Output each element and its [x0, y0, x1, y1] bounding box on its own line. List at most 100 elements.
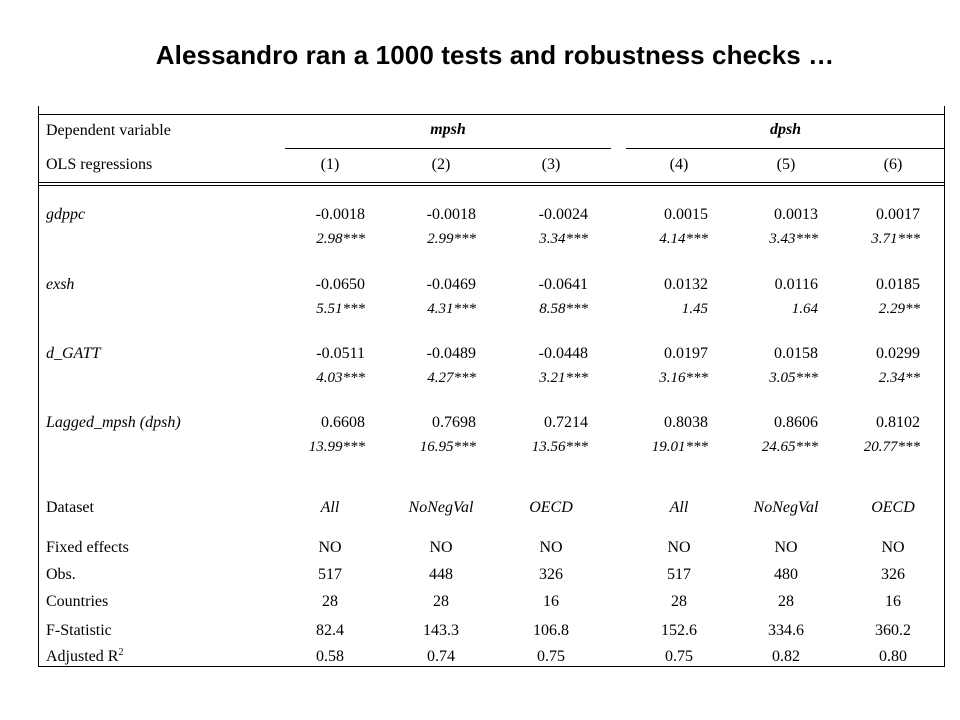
- stat-value: NO: [539, 539, 563, 556]
- coefficient-value: -0.0641: [538, 276, 588, 293]
- t-statistic-value: 4.27***: [427, 370, 476, 386]
- t-statistic-value: 13.99***: [308, 439, 365, 455]
- dataset-value: OECD: [871, 499, 915, 516]
- stat-value: 0.82: [772, 648, 800, 665]
- coefficient-value: -0.0469: [426, 276, 476, 293]
- stat-value: 448: [429, 566, 453, 583]
- column-header: (6): [883, 156, 903, 173]
- stat-label: Fixed effects: [46, 538, 129, 558]
- stat-value: 360.2: [875, 622, 911, 639]
- coefficient-value: 0.0132: [664, 276, 708, 293]
- column-header: (3): [541, 156, 561, 173]
- t-statistic-value: 24.65***: [761, 439, 818, 455]
- dataset-value: OECD: [529, 499, 573, 516]
- stat-value: 28: [433, 593, 449, 610]
- t-statistic-value: 4.31***: [427, 301, 476, 317]
- stat-value: 326: [881, 566, 905, 583]
- column-header: (1): [320, 156, 340, 173]
- slide-title: Alessandro ran a 1000 tests and robustne…: [155, 40, 835, 70]
- dataset-value: All: [320, 499, 340, 516]
- stat-value: 106.8: [533, 622, 569, 639]
- stat-label: Countries: [46, 592, 108, 612]
- stat-label: Adjusted R2: [46, 647, 123, 667]
- stat-value: NO: [774, 539, 798, 556]
- stat-label-superscript: 2: [118, 647, 124, 658]
- column-header: (4): [669, 156, 689, 173]
- group-header-mpsh: mpsh: [430, 121, 466, 138]
- coefficient-value: -0.0511: [316, 345, 365, 362]
- stat-value: 0.58: [316, 648, 344, 665]
- stat-value: 0.80: [879, 648, 907, 665]
- stat-value: 0.75: [665, 648, 693, 665]
- coefficient-value: -0.0489: [426, 345, 476, 362]
- stat-value: 0.74: [427, 648, 455, 665]
- t-statistic-value: 3.71***: [871, 231, 920, 247]
- column-header: (5): [776, 156, 796, 173]
- stat-label-text: Obs.: [46, 566, 76, 583]
- ols-regressions-label: OLS regressions: [46, 156, 153, 173]
- coefficient-value: -0.0448: [538, 345, 588, 362]
- coefficient-value: 0.8038: [664, 414, 708, 431]
- coefficient-value: -0.0024: [538, 206, 588, 223]
- t-statistic-value: 1.45: [681, 301, 708, 317]
- stat-value: NO: [318, 539, 342, 556]
- rule-group-right: [626, 148, 945, 149]
- t-statistic-value: 3.21***: [539, 370, 588, 386]
- dataset-value: NoNegVal: [753, 499, 819, 516]
- stat-value: 82.4: [316, 622, 344, 639]
- stat-value: 480: [774, 566, 798, 583]
- t-statistic-value: 5.51***: [316, 301, 365, 317]
- dependent-variable-label: Dependent variable: [46, 122, 171, 139]
- coefficient-value: 0.7698: [432, 414, 476, 431]
- coefficient-value: 0.0017: [876, 206, 920, 223]
- stat-label: Obs.: [46, 565, 76, 585]
- t-statistic-value: 4.14***: [659, 231, 708, 247]
- t-statistic-value: 3.05***: [769, 370, 818, 386]
- t-statistic-value: 16.95***: [419, 439, 476, 455]
- stat-value: 517: [318, 566, 342, 583]
- coefficient-value: 0.0158: [774, 345, 818, 362]
- coefficient-value: 0.0299: [876, 345, 920, 362]
- column-header: (2): [431, 156, 451, 173]
- stat-label: F-Statistic: [46, 621, 112, 641]
- coefficient-value: -0.0650: [315, 276, 365, 293]
- stat-value: 517: [667, 566, 691, 583]
- coefficient-value: 0.0197: [664, 345, 708, 362]
- t-statistic-value: 2.99***: [427, 231, 476, 247]
- variable-name: exsh: [46, 276, 75, 293]
- rule-header-bottom-2: [38, 185, 945, 186]
- t-statistic-value: 3.16***: [659, 370, 708, 386]
- dataset-value: NoNegVal: [408, 499, 474, 516]
- stat-value: 16: [543, 593, 559, 610]
- stat-value: NO: [429, 539, 453, 556]
- coefficient-value: 0.6608: [321, 414, 365, 431]
- rule-header-bottom: [38, 182, 945, 183]
- t-statistic-value: 8.58***: [539, 301, 588, 317]
- t-statistic-value: 3.43***: [769, 231, 818, 247]
- t-statistic-value: 19.01***: [651, 439, 708, 455]
- coefficient-value: 0.0116: [774, 276, 818, 293]
- dataset-value: All: [669, 499, 689, 516]
- coefficient-value: 0.8102: [876, 414, 920, 431]
- group-header-dpsh: dpsh: [769, 121, 802, 138]
- coefficient-value: -0.0018: [315, 206, 365, 223]
- stat-value: 334.6: [768, 622, 804, 639]
- rule-group-left: [285, 148, 611, 149]
- rule-top: [38, 114, 945, 115]
- t-statistic-value: 2.29**: [878, 301, 920, 317]
- t-statistic-value: 2.98***: [316, 231, 365, 247]
- stat-label-text: Adjusted R: [46, 648, 119, 665]
- t-statistic-value: 13.56***: [531, 439, 588, 455]
- coefficient-value: 0.0013: [774, 206, 818, 223]
- coefficient-value: 0.7214: [544, 414, 588, 431]
- stat-value: 28: [671, 593, 687, 610]
- stat-label-text: Fixed effects: [46, 539, 129, 556]
- stat-value: 152.6: [661, 622, 697, 639]
- t-statistic-value: 3.34***: [539, 231, 588, 247]
- rule-bottom: [38, 666, 945, 667]
- coefficient-value: -0.0018: [426, 206, 476, 223]
- stat-value: 326: [539, 566, 563, 583]
- stat-label-text: F-Statistic: [46, 622, 112, 639]
- stat-value: NO: [881, 539, 905, 556]
- stat-value: 28: [778, 593, 794, 610]
